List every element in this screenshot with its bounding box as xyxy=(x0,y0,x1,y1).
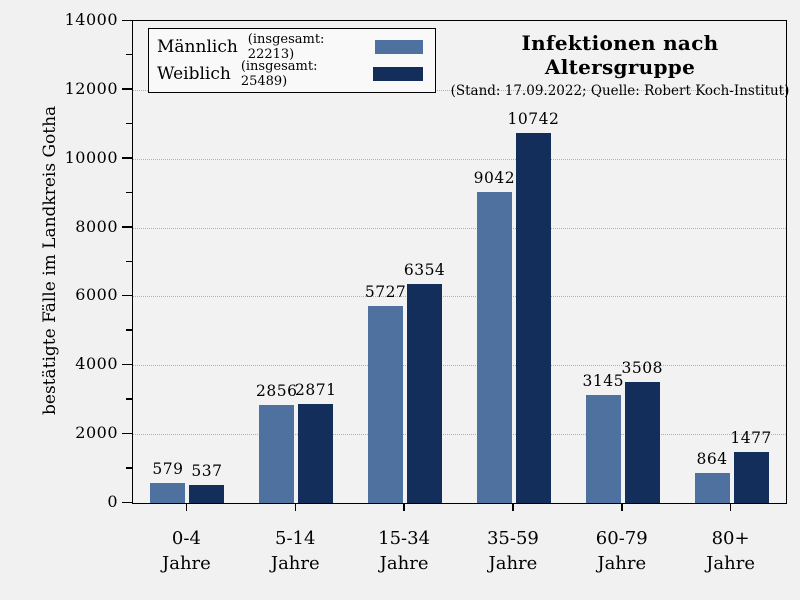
x-axis-label-unit: Jahre xyxy=(597,553,647,574)
bar-value-label: 3145 xyxy=(582,371,624,390)
x-axis-label-unit: Jahre xyxy=(162,553,211,574)
bar-maennlich xyxy=(585,394,621,503)
legend-swatch-weiblich xyxy=(373,67,423,81)
y-axis-tick-label: 14000 xyxy=(64,10,118,29)
x-axis-label-unit: Jahre xyxy=(379,553,429,574)
legend-detail-maennlich: (insgesamt: 22213) xyxy=(247,32,325,62)
y-axis-tick-label: 10000 xyxy=(64,147,118,167)
legend-label-weiblich: Weiblich xyxy=(157,64,231,84)
legend-label-maennlich: Männlich xyxy=(157,37,238,57)
x-axis-label-range: 5-14 xyxy=(275,528,316,549)
gridline xyxy=(133,227,786,229)
legend: Männlich (insgesamt: 22213) Weiblich (in… xyxy=(148,28,436,93)
y-axis-tick-label: 8000 xyxy=(75,216,118,236)
legend-item-maennlich: Männlich (insgesamt: 22213) xyxy=(157,32,423,62)
bar-weiblich xyxy=(298,404,334,503)
bar-maennlich xyxy=(694,473,730,503)
x-axis-tick xyxy=(621,503,623,511)
gridline xyxy=(133,296,786,298)
bar-weiblich xyxy=(733,452,769,503)
gridline xyxy=(133,365,786,367)
bar-maennlich xyxy=(150,483,186,503)
y-axis-tick-label: 4000 xyxy=(75,354,118,374)
bar-value-label: 2871 xyxy=(295,381,337,400)
bar-value-label: 5727 xyxy=(364,282,407,301)
legend-item-weiblich: Weiblich (insgesamt: 25489) xyxy=(157,59,423,89)
y-axis-tick xyxy=(122,501,132,503)
y-axis-minor-tick xyxy=(126,260,132,262)
y-axis-tick-label: 6000 xyxy=(75,285,118,305)
y-axis-minor-tick xyxy=(126,191,132,194)
y-axis-minor-tick xyxy=(126,53,132,56)
legend-swatch-maennlich xyxy=(375,40,423,54)
gridline xyxy=(133,158,786,160)
bar-value-label: 6354 xyxy=(403,261,446,280)
bar-value-label: 1477 xyxy=(730,429,772,448)
y-axis-tick-label: 0 xyxy=(107,492,118,511)
chart-title-block: Infektionen nach Altersgruppe (Stand: 17… xyxy=(450,31,790,99)
x-axis-tick xyxy=(403,503,405,511)
x-axis-tick xyxy=(729,503,732,511)
y-axis-minor-tick xyxy=(126,398,132,400)
chart-title: Infektionen nach Altersgruppe xyxy=(521,31,719,79)
gridline xyxy=(133,89,786,91)
y-axis-tick xyxy=(122,88,132,90)
y-axis-tick xyxy=(122,294,132,297)
gridline xyxy=(133,434,786,436)
bar-weiblich xyxy=(189,484,225,503)
plot-area: 579 537 2856 2871 5727 6354 9042 10742 3145 3508 8… xyxy=(132,20,787,504)
x-axis-tick xyxy=(185,503,188,511)
y-axis-tick xyxy=(122,432,132,435)
x-axis-label-unit: Jahre xyxy=(270,553,320,574)
bar-weiblich xyxy=(624,382,660,503)
y-axis-tick xyxy=(122,363,132,366)
chart-subtitle: (Stand: 17.09.2022; Quelle: Robert Koch-… xyxy=(450,83,790,99)
y-axis-minor-tick xyxy=(126,329,132,331)
bar-maennlich xyxy=(476,191,512,503)
bar-weiblich xyxy=(515,133,551,503)
bar-value-label: 864 xyxy=(696,450,728,469)
y-axis-minor-tick xyxy=(126,122,132,125)
x-axis-label-unit: Jahre xyxy=(706,553,755,574)
bar-value-label: 10742 xyxy=(507,110,560,129)
x-axis-label-range: 35-59 xyxy=(486,528,539,549)
y-axis-tick xyxy=(122,19,132,21)
bar-value-label: 2856 xyxy=(256,381,298,400)
x-axis-label-unit: Jahre xyxy=(488,553,538,574)
y-axis-tick xyxy=(122,157,132,159)
x-axis-label-range: 15-34 xyxy=(378,528,431,549)
legend-detail-weiblich: (insgesamt: 25489) xyxy=(240,59,318,89)
bar-value-label: 537 xyxy=(191,461,223,480)
bar-value-label: 3508 xyxy=(621,359,663,378)
y-axis-tick-label: 12000 xyxy=(64,78,118,98)
x-axis-label-range: 60-79 xyxy=(595,528,648,549)
x-axis-tick xyxy=(294,503,296,511)
x-axis-tick xyxy=(512,503,514,511)
x-axis-label-range: 80+ xyxy=(711,528,750,549)
bar-maennlich xyxy=(368,305,404,503)
bar-value-label: 9042 xyxy=(473,168,516,187)
y-axis-minor-tick xyxy=(126,467,132,469)
y-axis-tick xyxy=(122,226,132,228)
y-axis-tick-label: 2000 xyxy=(75,423,118,443)
bar-weiblich xyxy=(407,284,443,503)
x-axis-label-range: 0-4 xyxy=(171,528,201,549)
bar-value-label: 579 xyxy=(152,460,184,479)
bar-maennlich xyxy=(259,404,295,503)
